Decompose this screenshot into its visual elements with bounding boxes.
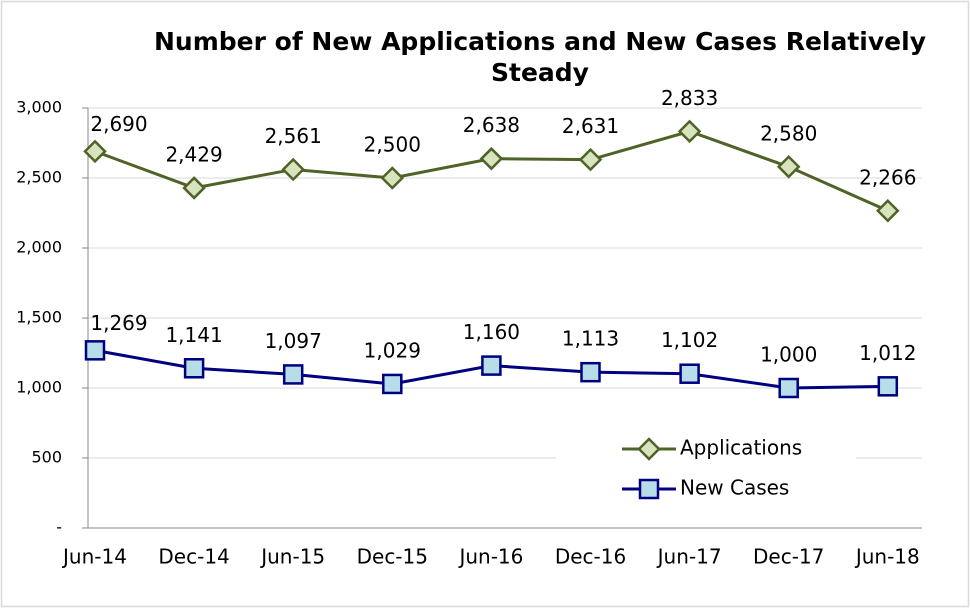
data-label: 2,561 bbox=[265, 124, 322, 148]
data-label: 1,160 bbox=[463, 320, 520, 344]
y-tick-label: 500 bbox=[31, 448, 62, 467]
data-point bbox=[182, 176, 206, 200]
x-tick-label: Dec-14 bbox=[158, 545, 229, 569]
data-label: 2,580 bbox=[760, 121, 817, 145]
legend-marker bbox=[638, 478, 660, 500]
data-point bbox=[84, 340, 106, 361]
data-point bbox=[380, 166, 405, 190]
y-tick-label: 3,000 bbox=[16, 98, 62, 117]
x-tick-label: Dec-17 bbox=[753, 545, 824, 569]
data-label: 2,638 bbox=[463, 113, 520, 137]
x-tick-label: Jun-17 bbox=[656, 545, 722, 569]
data-point bbox=[679, 363, 700, 384]
y-tick-label: 1,500 bbox=[16, 308, 62, 327]
chart-title: Number of New Applications and New Cases… bbox=[154, 27, 926, 87]
x-tick-label: Jun-15 bbox=[259, 545, 325, 569]
data-point bbox=[776, 155, 801, 179]
data-point bbox=[282, 364, 304, 385]
data-label: 1,029 bbox=[364, 338, 421, 362]
data-label: 1,141 bbox=[165, 323, 222, 347]
x-tick-label: Dec-15 bbox=[357, 545, 428, 569]
data-point bbox=[876, 198, 900, 223]
data-point bbox=[183, 358, 205, 379]
y-tick-label: 2,500 bbox=[16, 168, 62, 187]
data-point bbox=[382, 373, 403, 395]
y-tick-label: - bbox=[56, 518, 62, 537]
legend-box bbox=[556, 428, 856, 512]
data-point bbox=[877, 376, 899, 397]
x-tick-label: Jun-18 bbox=[854, 545, 920, 569]
data-label: 1,012 bbox=[859, 341, 916, 365]
data-label: 1,269 bbox=[90, 311, 147, 335]
legend-marker bbox=[637, 437, 661, 461]
data-point bbox=[677, 119, 702, 144]
legend-label: New Cases bbox=[680, 476, 789, 500]
x-tick-label: Jun-14 bbox=[61, 545, 127, 569]
legend-label: Applications bbox=[680, 436, 802, 460]
data-label: 1,113 bbox=[562, 327, 619, 351]
data-point bbox=[83, 139, 107, 164]
data-label: 2,690 bbox=[90, 112, 147, 136]
y-tick-label: 2,000 bbox=[16, 238, 62, 257]
data-label: 2,500 bbox=[364, 133, 421, 157]
data-point bbox=[578, 147, 603, 172]
data-label: 1,097 bbox=[265, 329, 322, 353]
data-label: 2,429 bbox=[165, 142, 222, 166]
data-point bbox=[580, 361, 601, 383]
data-point bbox=[481, 355, 502, 376]
data-label: 2,266 bbox=[859, 165, 916, 189]
data-point bbox=[479, 146, 504, 171]
data-label: 1,000 bbox=[760, 343, 817, 367]
y-tick-label: 1,000 bbox=[16, 378, 62, 397]
data-label: 1,102 bbox=[661, 328, 718, 352]
data-label: 2,631 bbox=[562, 114, 619, 138]
x-tick-label: Dec-16 bbox=[555, 545, 626, 569]
x-tick-label: Jun-16 bbox=[457, 545, 523, 569]
data-label: 2,833 bbox=[661, 86, 718, 110]
data-point bbox=[281, 157, 305, 182]
data-point bbox=[778, 377, 799, 399]
